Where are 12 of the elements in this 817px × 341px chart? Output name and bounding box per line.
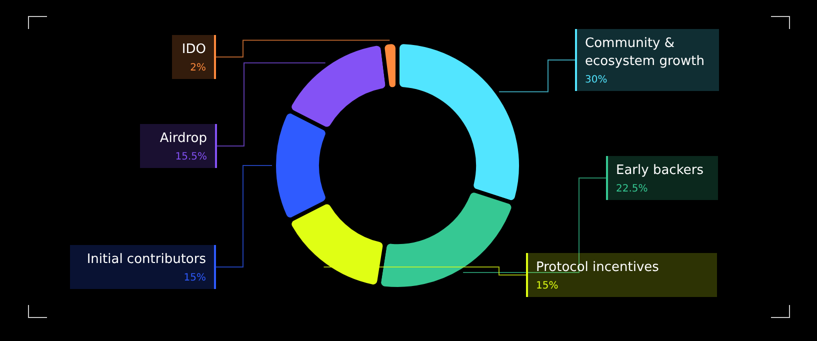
slice-label: Early backers <box>616 162 704 178</box>
slice-label: Airdrop <box>160 130 207 146</box>
data-label: 15% <box>184 272 206 284</box>
data-label: 15% <box>536 280 558 292</box>
data-label: 2% <box>190 62 206 74</box>
data-label: 22.5% <box>616 184 648 195</box>
slice-label: Initial contributors <box>86 252 206 267</box>
slice-label: Community & ecosystem growth <box>585 36 704 69</box>
data-label: 30% <box>585 74 608 86</box>
slice-label: Protocol incentives <box>536 260 660 275</box>
data-label: 15.5% <box>175 152 207 163</box>
slice-label: IDO <box>182 42 206 57</box>
